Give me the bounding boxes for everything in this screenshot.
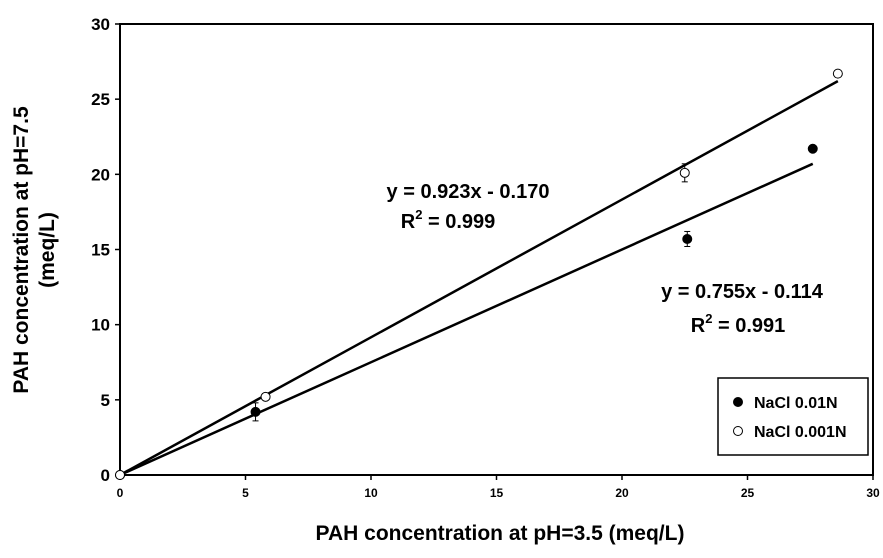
y-tick-label: 15 [91, 241, 110, 260]
point [832, 68, 843, 79]
legend-label: NaCl 0.01N [754, 395, 838, 412]
r-sup: 2 [705, 311, 712, 326]
y-tick-label: 25 [91, 90, 110, 109]
r-value: = 0.999 [422, 211, 495, 233]
r-label: R [691, 315, 706, 337]
point [682, 233, 693, 244]
x-axis-label: PAH concentration at pH=3.5 (meq/L) [316, 522, 685, 545]
y-tick-label: 30 [91, 15, 110, 34]
y-tick-label: 10 [91, 316, 110, 335]
y-tick-label: 0 [101, 466, 110, 485]
x-tick-label: 5 [242, 486, 249, 500]
equation: y = 0.923x - 0.170 [387, 181, 550, 203]
point [679, 167, 690, 178]
r-sup: 2 [415, 207, 422, 222]
trend-line [119, 162, 814, 477]
point [250, 406, 261, 417]
y-axis-label: PAH concentration at pH=7.5 [10, 106, 33, 394]
x-tick-label: 25 [741, 486, 755, 500]
x-tick-label: 20 [615, 486, 629, 500]
y-tick-label: 20 [91, 165, 110, 184]
x-tick-label: 30 [866, 486, 880, 500]
trend-line [119, 80, 839, 477]
x-tick-label: 0 [117, 486, 124, 500]
y-axis-label: (meq/L) [36, 212, 59, 288]
r-squared: R2 = 0.999 [401, 207, 496, 233]
r-label: R [401, 211, 416, 233]
point [115, 470, 125, 480]
point [807, 143, 818, 154]
equation: y = 0.755x - 0.114 [661, 281, 824, 303]
legend-marker [733, 397, 743, 407]
x-tick-label: 15 [490, 486, 504, 500]
point [260, 391, 271, 402]
y-tick-label: 5 [101, 391, 110, 410]
legend-box [717, 377, 869, 456]
legend-label: NaCl 0.001N [754, 424, 847, 441]
r-value: = 0.991 [712, 315, 785, 337]
r-squared: R2 = 0.991 [691, 311, 786, 337]
x-tick-label: 10 [364, 486, 378, 500]
legend-marker [733, 426, 743, 436]
